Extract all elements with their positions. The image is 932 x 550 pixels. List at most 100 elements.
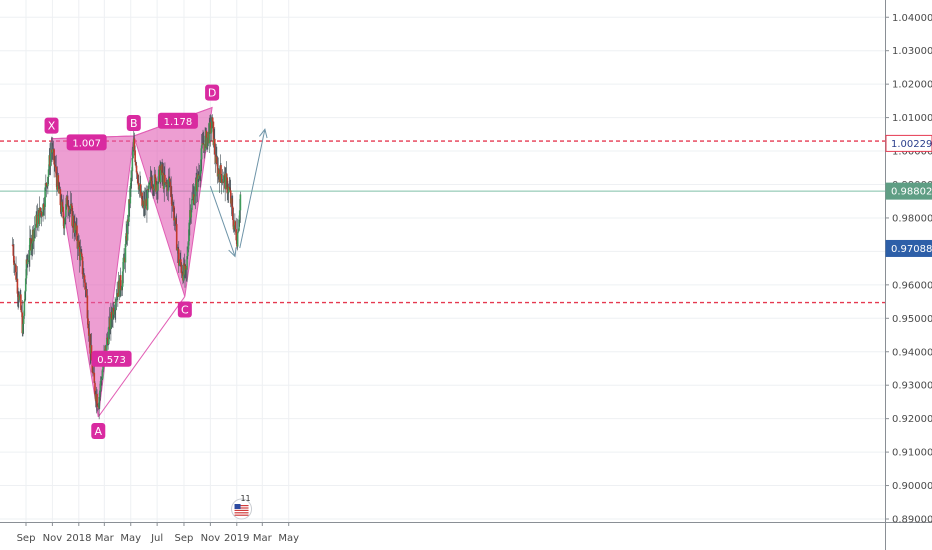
candle-body	[122, 257, 125, 272]
ratio-label-x-b[interactable]: 1.007	[66, 134, 107, 151]
price-tag-0.97088[interactable]: 0.97088	[885, 239, 932, 257]
point-label-c[interactable]: C	[177, 301, 192, 318]
price-tag-text: 1.00229	[891, 139, 932, 150]
candle-body	[51, 149, 54, 153]
candle-body	[150, 180, 153, 187]
point-label-x[interactable]: X	[44, 117, 59, 134]
candle-body	[198, 175, 200, 179]
candle-body	[177, 248, 179, 250]
candle-body	[134, 150, 136, 163]
point-label-b-text: B	[130, 117, 138, 130]
candle-body	[227, 186, 230, 193]
flag-stripe	[234, 507, 249, 509]
ratio-label-a-c[interactable]: 0.573	[91, 350, 132, 367]
point-label-c-text: C	[181, 304, 189, 317]
point-label-b[interactable]: B	[126, 114, 141, 131]
time-tick-label: Nov	[43, 533, 63, 544]
candle-body	[16, 278, 19, 294]
candle-body	[21, 312, 24, 334]
candle-body	[181, 273, 184, 275]
time-tick-label: May	[120, 533, 141, 544]
candle-body	[84, 282, 87, 291]
point-label-d-text: D	[208, 87, 216, 100]
candle-body	[212, 121, 215, 146]
time-tick-label: Jul	[150, 533, 163, 544]
price-tick-label: 0.94000	[892, 347, 932, 358]
candle-body	[148, 181, 151, 183]
candle-body	[211, 117, 213, 128]
candle-body	[76, 225, 78, 241]
price-tag-1.00229[interactable]: 1.00229	[885, 134, 932, 152]
candle-body	[70, 203, 73, 206]
point-label-a[interactable]: A	[91, 422, 106, 439]
harmonic-pattern[interactable]	[50, 106, 213, 418]
candle-body	[44, 187, 46, 207]
time-tick-label: Mar	[253, 533, 273, 544]
candle-body	[24, 278, 27, 292]
price-tick-label: 1.01000	[892, 113, 932, 124]
candle-body	[96, 405, 99, 408]
candle-body	[206, 137, 208, 148]
candle-body	[196, 174, 199, 192]
projection-arrow-head[interactable]	[228, 247, 237, 258]
candle-body	[184, 265, 187, 269]
ratio-label-b-d[interactable]: 1.178	[157, 112, 198, 129]
projection-arrows[interactable]	[209, 128, 268, 258]
point-label-d-bg	[205, 84, 220, 101]
candle-body	[62, 206, 64, 219]
candle-body	[216, 156, 218, 164]
candle-body	[79, 251, 82, 261]
pattern-labels[interactable]: X A B C D 1.007 1.178 0.573	[44, 84, 220, 439]
candle-body	[226, 177, 229, 194]
price-tag-text: 0.97088	[891, 244, 932, 255]
time-tick-label: Sep	[175, 533, 194, 544]
price-tick-label: 0.92000	[892, 414, 932, 425]
candle-body	[135, 165, 138, 173]
ratio-label-a-c-bg	[91, 350, 132, 367]
candle-body	[87, 327, 90, 336]
candle-body	[115, 298, 118, 302]
events-badge[interactable]: 11	[231, 494, 253, 520]
candle-body	[12, 244, 15, 256]
candle-body	[121, 271, 124, 287]
price-tick-label: 1.02000	[892, 80, 932, 91]
candle-body	[38, 207, 41, 225]
candle-body	[204, 135, 206, 151]
candle-body	[229, 187, 231, 191]
candle-body	[110, 311, 112, 330]
candle-body	[170, 185, 172, 197]
ratio-label-x-b-text: 1.007	[72, 138, 101, 149]
point-label-d[interactable]: D	[205, 84, 220, 101]
candle-body	[57, 175, 60, 186]
candle-body	[153, 174, 156, 190]
candle-body	[227, 192, 229, 194]
ratio-line-ac[interactable]	[97, 296, 186, 418]
price-tag-0.98802[interactable]: 0.98802	[885, 182, 932, 200]
flag-stripe	[234, 514, 249, 516]
candle-body	[121, 286, 123, 290]
candle-body	[82, 274, 85, 277]
grid-layer	[0, 0, 885, 522]
candle-body	[138, 186, 141, 190]
candle-body	[238, 219, 240, 231]
time-tick-label: 2019	[224, 533, 249, 544]
candle-body	[53, 149, 55, 165]
candle-body	[24, 291, 26, 302]
candle-body	[234, 221, 237, 230]
candle-body	[27, 260, 30, 262]
projection-arrow-line[interactable]	[239, 129, 266, 249]
candle-body	[40, 211, 43, 216]
ratio-label-b-d-text: 1.178	[164, 117, 193, 128]
projection-arrow-head[interactable]	[259, 128, 268, 139]
candle-body	[157, 169, 160, 182]
projection-arrow-line[interactable]	[209, 186, 236, 257]
candle-body	[128, 199, 130, 222]
candle-body	[78, 240, 80, 247]
candle-body	[146, 189, 149, 210]
candle-body	[114, 309, 116, 312]
candle-body	[67, 205, 69, 208]
candle-body	[13, 255, 15, 266]
candle-body	[98, 396, 100, 409]
